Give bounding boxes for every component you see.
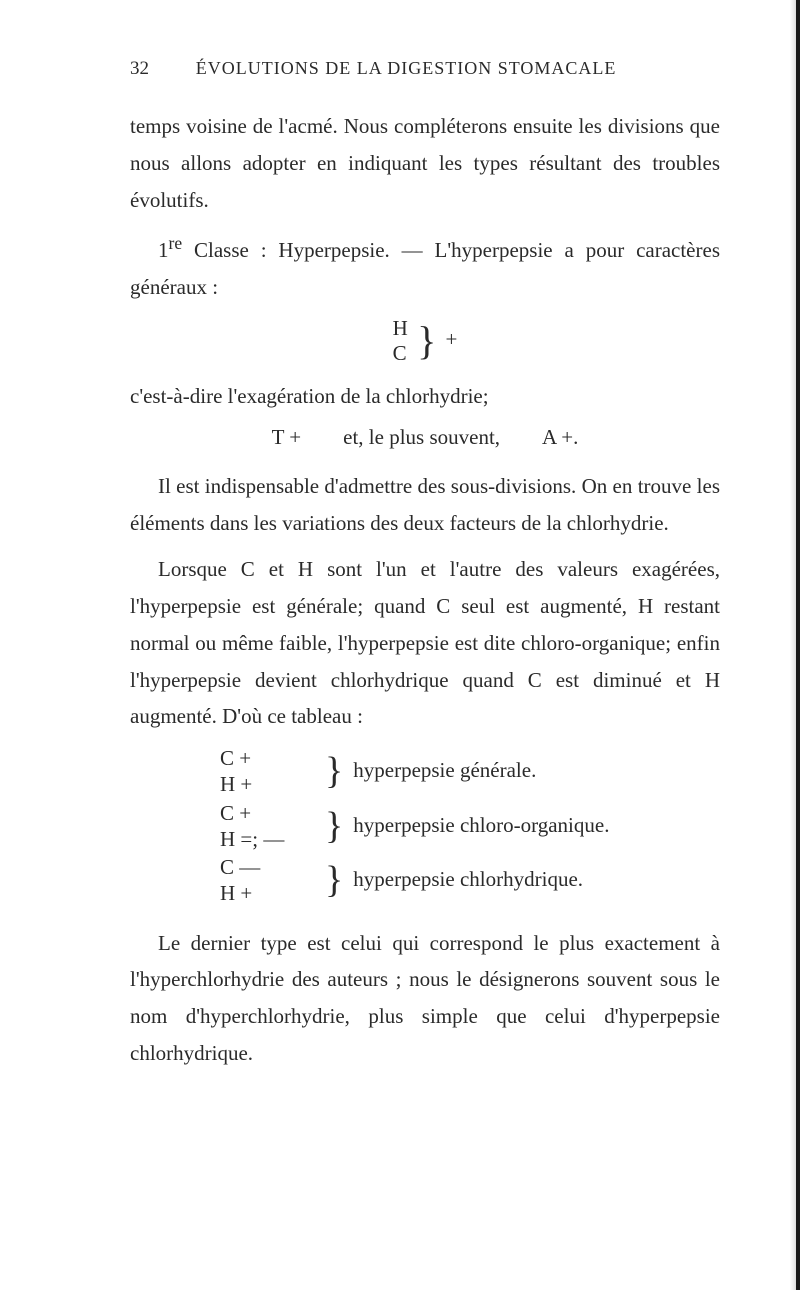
row3-right: hyperpepsie chlorhydrique.	[353, 861, 583, 899]
list-left-3: C — H +	[220, 854, 325, 907]
page-edge-dark	[796, 0, 800, 1290]
formula-c: C	[393, 341, 407, 365]
brace-icon: }	[417, 325, 436, 357]
formula-h: H	[393, 316, 408, 340]
formula-hc: H C } +	[130, 316, 720, 366]
list-left-1: C + H +	[220, 745, 325, 798]
paragraph-6: Le dernier type est celui qui correspond…	[130, 925, 720, 1072]
list-row-3: C — H + } hyperpepsie chlorhydrique.	[220, 854, 720, 907]
running-title: ÉVOLUTIONS DE LA DIGESTION STOMACALE	[196, 58, 617, 78]
row2-l1: C +	[220, 801, 251, 825]
formula-left-stack: H C	[393, 316, 408, 366]
list-row-2: C + H =; — } hyperpepsie chloro-organiqu…	[220, 800, 720, 853]
list-row-1: C + H + } hyperpepsie générale.	[220, 745, 720, 798]
row1-l2: H +	[220, 772, 252, 796]
paragraph-5: Lorsque C et H sont l'un et l'autre des …	[130, 551, 720, 735]
paragraph-4: Il est indispensable d'admettre des sous…	[130, 468, 720, 542]
paragraph-1: temps voisine de l'acmé. Nous complétero…	[130, 108, 720, 218]
classification-list: C + H + } hyperpepsie générale. C + H =;…	[220, 745, 720, 907]
page-container: 32 ÉVOLUTIONS DE LA DIGESTION STOMACALE …	[0, 0, 800, 1142]
row1-l1: C +	[220, 746, 251, 770]
para2-rest: Classe : Hyperpepsie. — L'hyperpepsie a …	[130, 238, 720, 299]
para2-superscript: re	[169, 233, 183, 253]
row3-l2: H +	[220, 881, 252, 905]
paragraph-2: 1re Classe : Hyperpepsie. — L'hyperpepsi…	[130, 228, 720, 306]
page-header: 32 ÉVOLUTIONS DE LA DIGESTION STOMACALE	[130, 58, 720, 80]
row3-l1: C —	[220, 855, 260, 879]
formula-plus: +	[446, 327, 458, 351]
row2-l2: H =; —	[220, 827, 284, 851]
brace-icon: }	[325, 813, 343, 840]
para2-prefix: 1	[158, 238, 169, 262]
row2-right: hyperpepsie chloro-organique.	[353, 807, 609, 845]
page-number: 32	[130, 58, 149, 80]
brace-icon: }	[325, 758, 343, 785]
row1-right: hyperpepsie générale.	[353, 752, 536, 790]
paragraph-3: c'est-à-dire l'exagération de la chlorhy…	[130, 378, 720, 415]
list-left-2: C + H =; —	[220, 800, 325, 853]
center-formula-line: T + et, le plus souvent, A +.	[130, 425, 720, 450]
brace-icon: }	[325, 867, 343, 894]
